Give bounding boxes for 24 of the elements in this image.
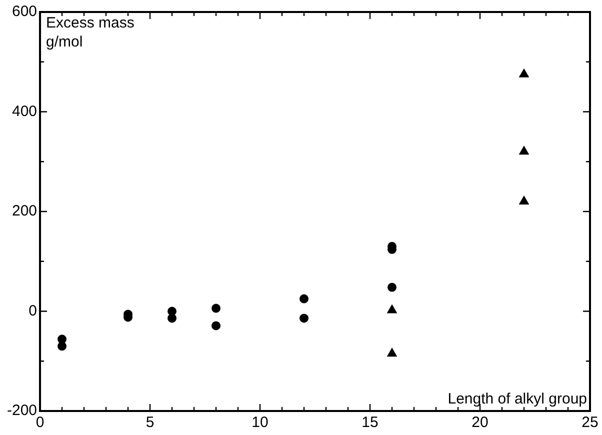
x-axis-title: Length of alkyl group <box>448 390 587 408</box>
y-tick-label: 600 <box>12 3 38 20</box>
point <box>519 146 529 155</box>
y-axis-title: Excess mass g/mol <box>46 14 134 51</box>
point <box>387 348 397 357</box>
point <box>212 321 221 330</box>
y-tick-label: 400 <box>12 102 38 120</box>
x-tick-label: 15 <box>362 414 378 432</box>
y-tick-label: 0 <box>28 302 38 320</box>
point <box>519 196 529 205</box>
point <box>58 342 67 351</box>
x-tick-label: 25 <box>582 414 598 432</box>
x-tick-label: 5 <box>146 414 154 432</box>
point <box>300 314 309 323</box>
x-tick-label: 20 <box>472 414 488 432</box>
point <box>388 282 397 292</box>
point <box>300 294 309 304</box>
point <box>519 68 529 78</box>
y-tick-label: 200 <box>12 202 38 220</box>
point <box>387 304 397 314</box>
y-tick-label: -200 <box>6 402 38 420</box>
x-tick-label: 10 <box>252 414 268 432</box>
point <box>168 314 177 323</box>
point <box>212 304 221 313</box>
